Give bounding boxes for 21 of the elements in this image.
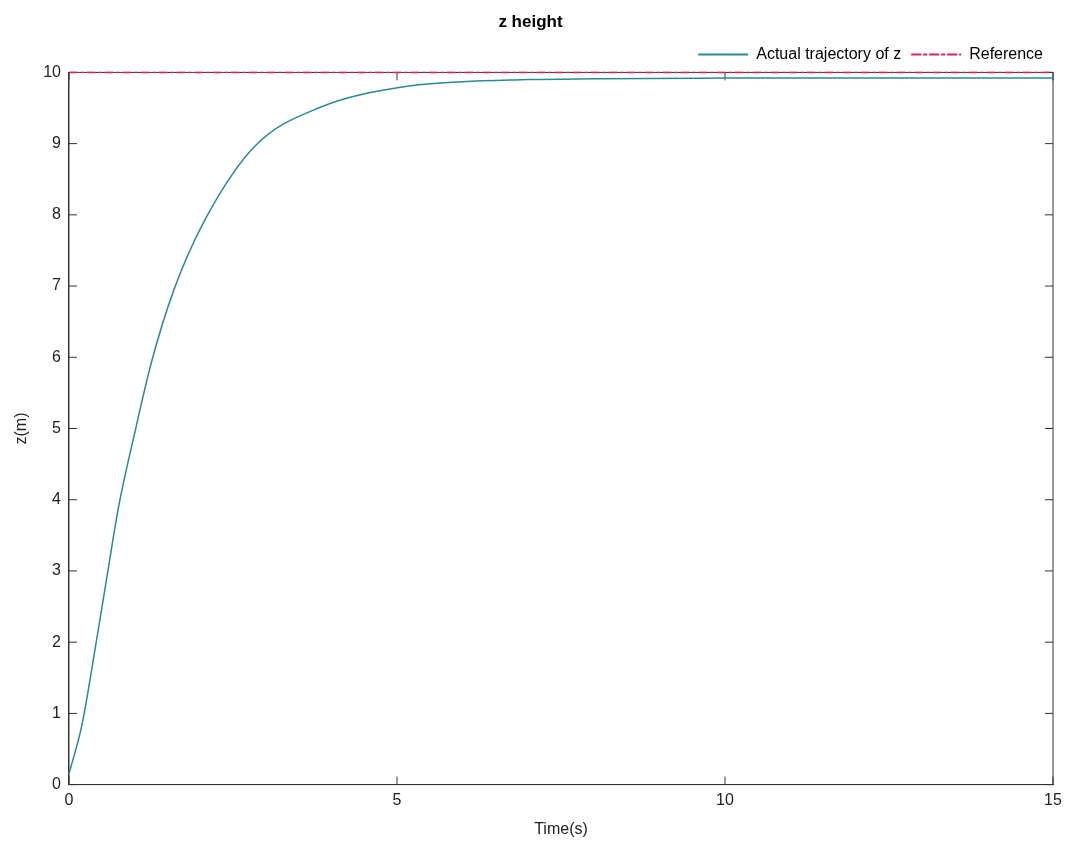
y-tick-label: 6 bbox=[52, 347, 62, 365]
y-tick-label: 1 bbox=[52, 703, 62, 721]
legend-label: Reference bbox=[969, 44, 1044, 62]
x-tick-label: 5 bbox=[392, 790, 402, 808]
y-tick-label: 7 bbox=[52, 276, 62, 294]
x-tick-label: 15 bbox=[1044, 790, 1062, 808]
chart-title: z height bbox=[498, 11, 563, 31]
line-series bbox=[68, 77, 1054, 775]
x-axis-title: Time(s) bbox=[534, 819, 588, 837]
legend-label: Actual trajectory of z bbox=[756, 44, 902, 62]
y-tick-label: 8 bbox=[52, 205, 62, 223]
y-tick-label: 2 bbox=[52, 632, 62, 650]
x-tick-label: 10 bbox=[716, 790, 734, 808]
x-tick-label: 0 bbox=[64, 790, 74, 808]
y-tick-label: 3 bbox=[52, 561, 62, 579]
y-tick-label: 0 bbox=[52, 775, 62, 793]
y-tick-label: 5 bbox=[52, 418, 62, 436]
y-tick-label: 10 bbox=[43, 62, 62, 80]
y-tick-label: 4 bbox=[52, 490, 62, 508]
y-tick-label: 9 bbox=[52, 134, 62, 152]
y-axis-title: z(m) bbox=[12, 412, 30, 445]
